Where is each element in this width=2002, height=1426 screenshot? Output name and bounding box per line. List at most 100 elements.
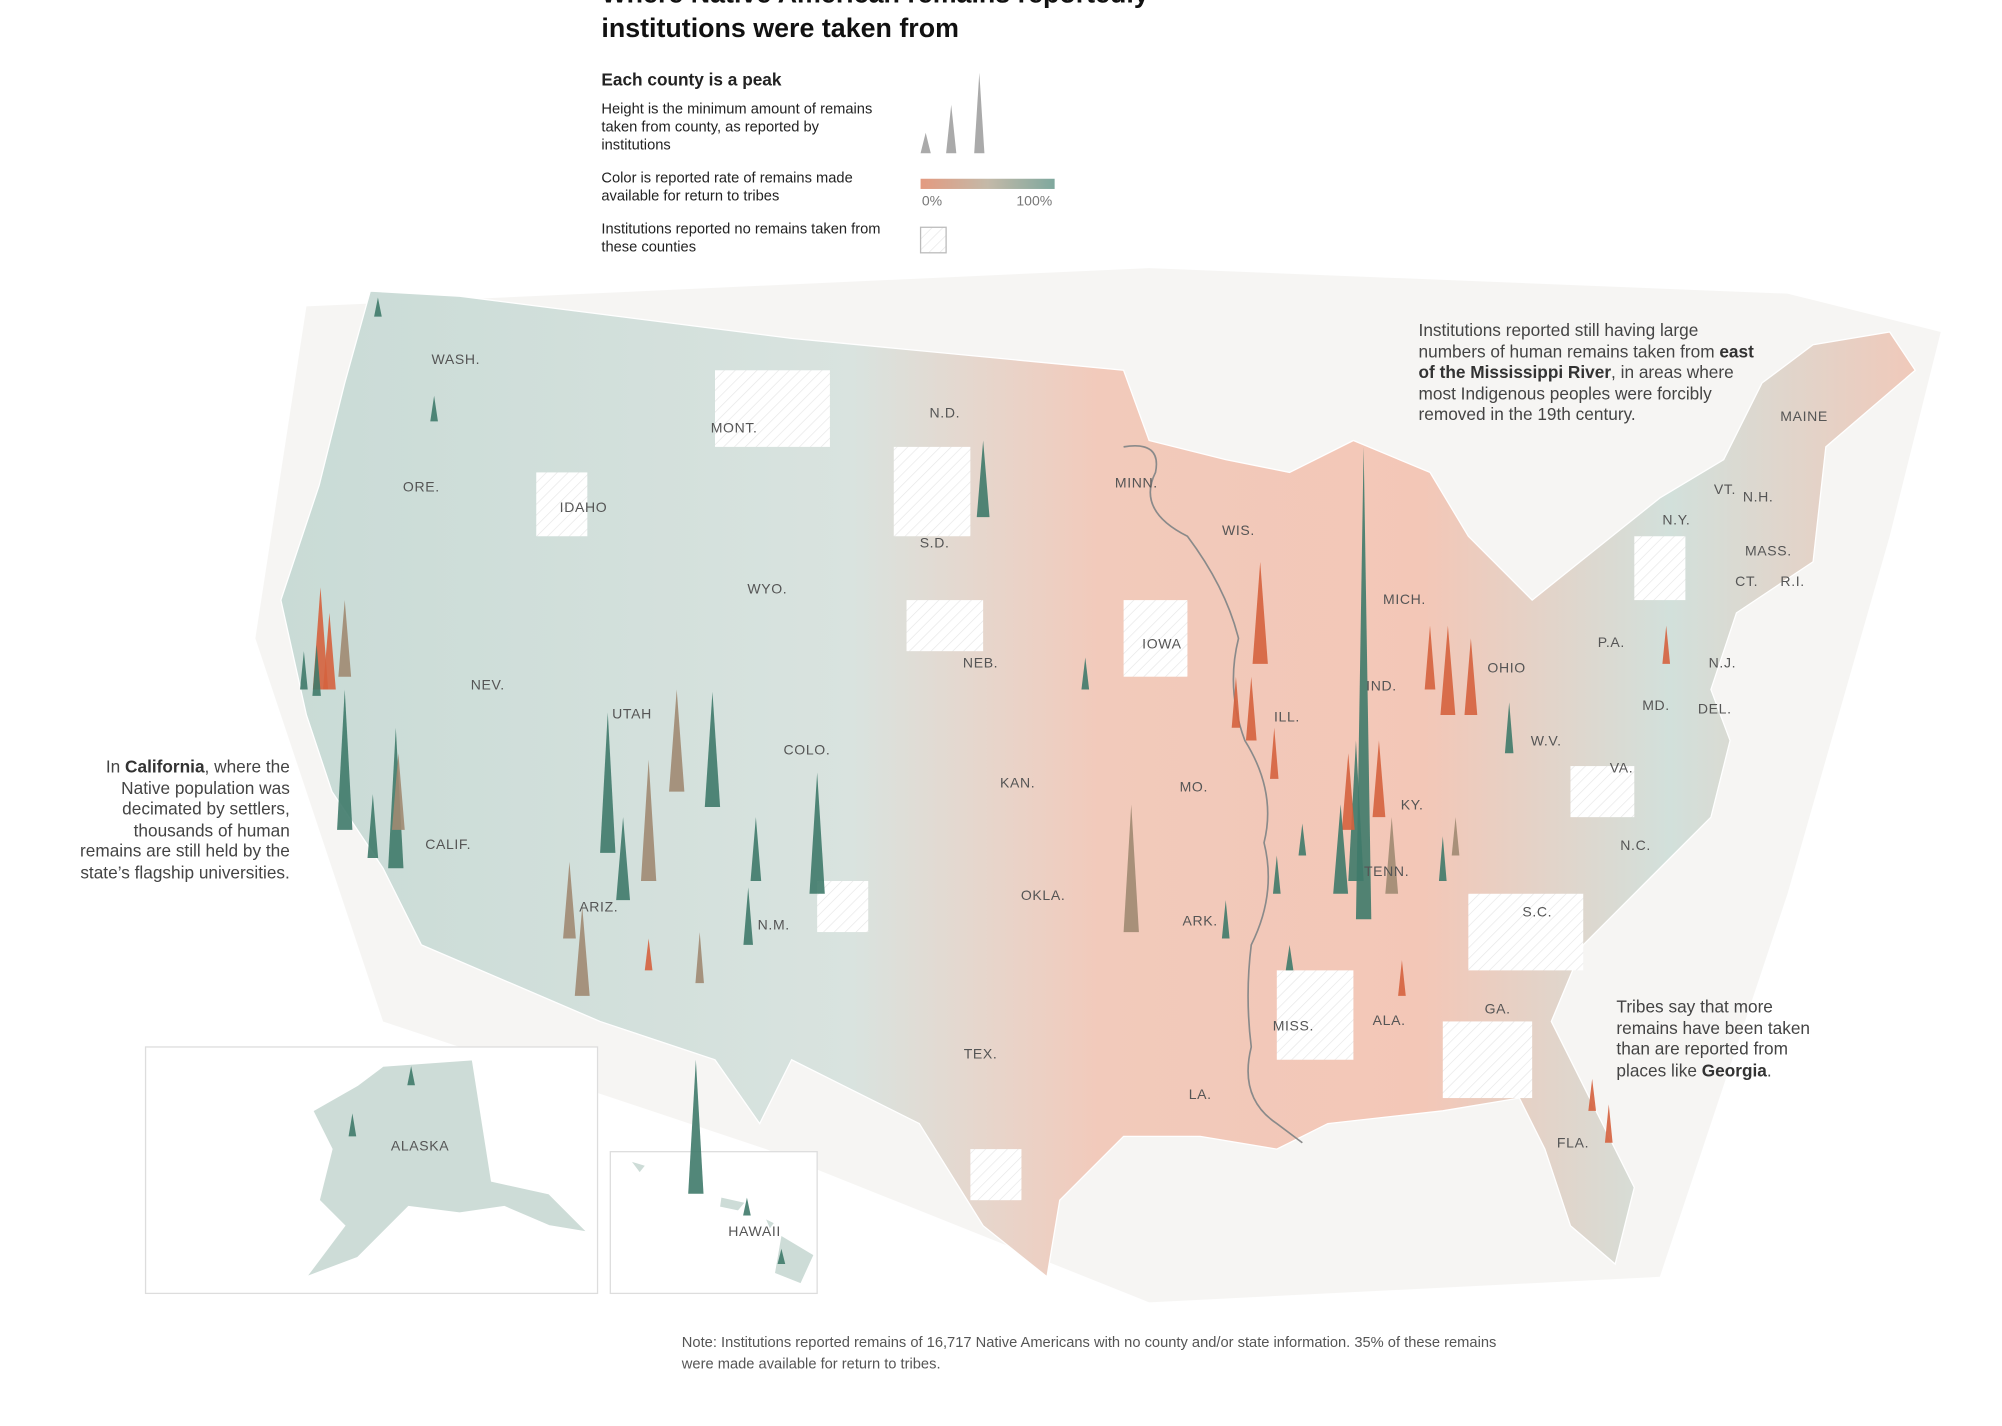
peak [1298,823,1307,856]
state-label: ORE. [403,478,440,494]
peak [743,1197,751,1216]
state-label: MISS. [1273,1017,1314,1033]
state-label: HAWAII [728,1223,781,1239]
legend-empty-box [919,226,947,254]
peak [1348,740,1364,881]
state-label: COLO. [784,741,831,757]
note: Note: Institutions reported remains of 1… [681,1335,1497,1372]
legend-peaks [920,72,985,154]
legend-height-text: Height is the minimum amount of remains … [601,102,873,154]
peak [1504,702,1514,754]
peak [1440,625,1456,716]
legend-max: 100% [1016,194,1053,210]
peak [644,938,653,971]
state-label: VA. [1610,759,1634,775]
peak [1438,836,1447,881]
peak [1221,900,1230,939]
state-label: MINN. [1115,475,1158,491]
state-labels: WASH. MONT. N.D. MINN. ORE. IDAHO S.D. WIS. WYO.… [391,351,1827,1239]
peak [323,612,336,690]
peak [1252,561,1268,664]
text: east of the Mississippi River [1418,341,1754,382]
state-label: TENN. [1364,863,1409,879]
empty-counties [536,370,1686,1201]
peak [348,1113,357,1137]
legend-gradient [920,178,1055,189]
state-label: LA. [1189,1086,1212,1102]
state-label: WASH. [431,351,480,367]
state-label: DEL. [1698,701,1732,717]
peak [300,651,308,690]
state-label: ALA. [1373,1012,1406,1028]
peak [704,692,721,807]
state-label: NEB. [963,655,998,671]
peak [407,1066,415,1086]
state-label: GA. [1485,1001,1511,1017]
state-label: ILL. [1274,708,1300,724]
state-label: UTAH [612,706,652,722]
peak [1464,638,1478,716]
state-label: MONT. [711,420,758,436]
peaks [300,297,1671,1265]
peak [976,440,990,518]
legend-none-text: Institutions reported no remains taken f… [601,222,881,256]
peak [1269,727,1279,779]
state-label: N.D. [930,404,961,420]
peak [391,753,405,830]
state-label: IOWA [1142,635,1181,651]
state-label: VT. [1714,481,1736,497]
peak [1604,1104,1613,1143]
peak [640,759,657,881]
state-label: ALASKA [391,1137,449,1153]
annotation-california: In California, where the Native populati… [79,757,290,883]
title-line-1: Where Native American remains reportedly [601,0,1148,10]
peak [1081,657,1090,690]
peak [1662,625,1671,664]
state-label: ARIZ. [579,899,618,915]
peak [374,297,382,317]
state-label: MASS. [1745,542,1792,558]
state-label: W.V. [1531,733,1562,749]
state-label: S.C. [1522,904,1552,920]
state-label: OKLA. [1021,887,1066,903]
peak [563,861,576,939]
state-label: IND. [1366,678,1397,694]
peak [743,887,753,945]
state-label: MICH. [1383,591,1426,607]
state-label: WIS. [1222,522,1255,538]
state-label: N.J. [1709,655,1737,671]
peak [1231,676,1241,728]
peak [367,794,379,859]
state-label: CALIF. [425,836,471,852]
peak [430,395,438,422]
state-label: N.Y. [1662,512,1690,528]
state-label: WYO. [747,581,787,597]
peak [600,712,616,853]
text: , where the Native population was decima… [80,757,290,882]
peak [695,932,704,984]
text: Institutions reported still having large… [1418,320,1720,361]
state-label: KY. [1401,796,1424,812]
text: In [105,757,126,777]
state-label: FLA. [1557,1135,1589,1151]
title-line-2: institutions were taken from [601,14,959,44]
annotation-georgia: Tribes say that more remains have been t… [1616,997,1827,1081]
text: . [1766,1060,1772,1080]
peak [777,1248,786,1265]
state-label: N.C. [1620,837,1651,853]
peak [574,906,590,996]
peak [338,600,352,677]
peak [750,817,762,881]
state-label: MD. [1642,697,1670,713]
state-label: R.I. [1780,573,1804,589]
peak [1588,1078,1596,1111]
peak [337,689,353,830]
mississippi-river [1123,445,1303,1144]
state-label: TEX. [964,1045,998,1061]
text: Tribes say that more remains have been t… [1616,997,1811,1080]
state-label: S.D. [920,535,950,551]
peak [669,689,685,792]
peak [312,644,321,696]
